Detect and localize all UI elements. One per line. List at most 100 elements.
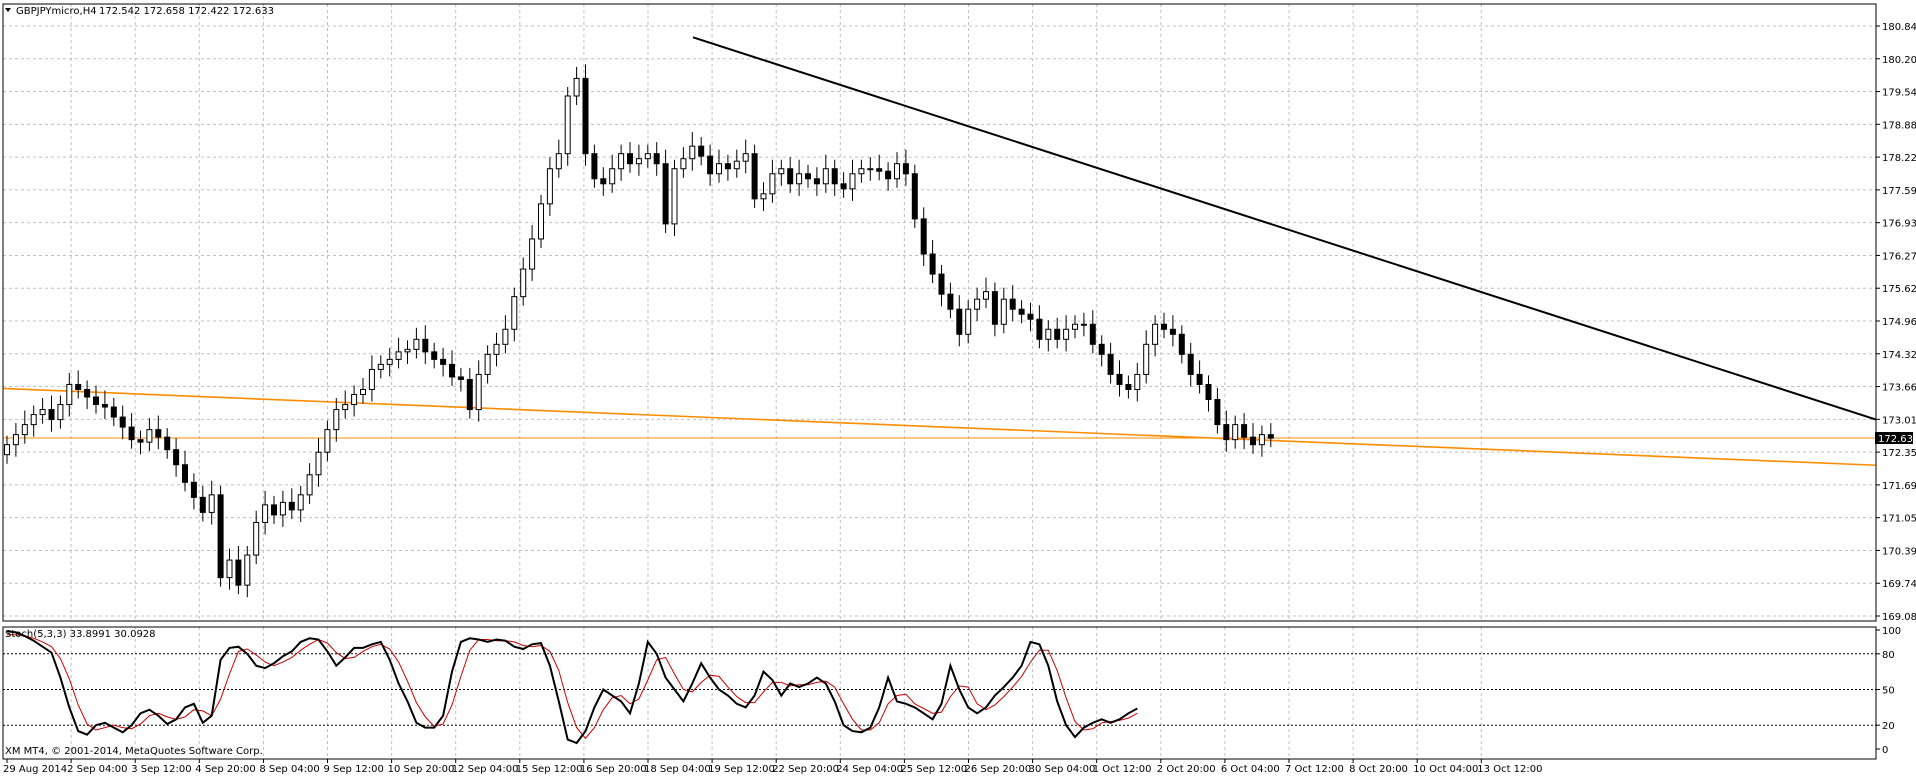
- candle-body-bear: [662, 163, 669, 225]
- candle: [1152, 315, 1159, 357]
- candle: [48, 395, 55, 432]
- candle: [529, 224, 536, 282]
- candle-body-bull: [742, 153, 749, 162]
- candle-body-bull: [778, 168, 785, 175]
- candle-body-bear: [466, 378, 473, 411]
- candle-body-bull: [609, 168, 616, 185]
- candle-body-bear: [653, 153, 660, 165]
- price-tick-label: 170.390: [1882, 546, 1916, 557]
- candle-body-bear: [600, 178, 607, 185]
- candle-body-bull: [493, 343, 500, 355]
- candle-body-bull: [618, 153, 625, 170]
- candle-body-bull: [146, 429, 153, 443]
- time-tick-label: 12 Sep 04:00: [452, 764, 519, 775]
- candle-body-bull: [671, 168, 678, 225]
- candle-body-bull: [546, 168, 553, 205]
- candle-body-bear: [840, 183, 847, 190]
- time-tick-label: 2 Sep 04:00: [67, 764, 127, 775]
- candle: [75, 370, 82, 399]
- chart-menu-arrow-icon[interactable]: [5, 8, 11, 12]
- candle-body-bull: [208, 494, 215, 513]
- candle: [1045, 320, 1052, 352]
- candle-body-bear: [1169, 328, 1176, 335]
- candle-body-bull: [1080, 323, 1087, 326]
- candle: [4, 435, 10, 464]
- trendlines[interactable]: [2, 36, 1877, 467]
- main-chart-frame: [2, 3, 1877, 622]
- candle-body-bull: [1045, 328, 1052, 340]
- candle: [57, 395, 64, 429]
- stoch-level-label: 50: [1882, 686, 1895, 697]
- candle-body-bear: [885, 170, 892, 180]
- candle-body-bear: [1250, 436, 1256, 446]
- candle: [911, 164, 918, 228]
- candle-body-bear: [911, 173, 918, 220]
- price-tick-label: 173.660: [1882, 383, 1916, 394]
- candle-body-bull: [1232, 424, 1239, 441]
- candle: [644, 144, 651, 168]
- candle: [546, 157, 553, 216]
- candle: [760, 182, 767, 211]
- stoch-label: Stoch(5,3,3) 33.8991 30.0928: [5, 629, 156, 640]
- stoch-level-label: 0: [1882, 745, 1888, 756]
- current-price-tag: 172.633: [1875, 432, 1916, 445]
- candle-body-bear: [75, 383, 82, 390]
- candle-body-bull: [1143, 343, 1150, 375]
- time-tick-label: 10 Oct 04:00: [1413, 764, 1478, 775]
- candle-body-bull: [386, 358, 393, 365]
- candle: [1072, 315, 1078, 339]
- candle: [1223, 410, 1230, 452]
- candle-body-bull: [689, 145, 696, 160]
- candle-body-bull: [21, 424, 28, 436]
- candle: [368, 355, 375, 402]
- price-tick-label: 173.015: [1882, 415, 1916, 426]
- price-tick-label: 169.085: [1882, 612, 1916, 623]
- candle-body-bull: [894, 163, 900, 180]
- candle-body-bear: [991, 291, 998, 325]
- candle-body-bull: [404, 348, 411, 353]
- candle-body-bull: [760, 193, 767, 200]
- candle-body-bull: [858, 168, 865, 175]
- candle: [208, 480, 215, 525]
- candle-body-bull: [244, 554, 251, 586]
- candle-body-bull: [279, 501, 286, 516]
- candle-body-bull: [1134, 373, 1141, 390]
- candle-body-bull: [342, 404, 349, 411]
- candle: [885, 162, 892, 191]
- candle: [733, 149, 740, 178]
- copyright-text: XM MT4, © 2001-2014, MetaQuotes Software…: [5, 746, 263, 757]
- time-tick-label: 19 Sep 12:00: [708, 764, 775, 775]
- candle: [1241, 413, 1248, 450]
- candle: [1027, 302, 1034, 332]
- candle: [110, 398, 117, 427]
- candle: [306, 463, 313, 504]
- candle-body-bull: [484, 353, 491, 375]
- candle-body-bear: [1241, 424, 1248, 438]
- candle: [84, 380, 91, 410]
- candle-body-bear: [920, 218, 927, 255]
- time-tick-label: 9 Sep 12:00: [324, 764, 384, 775]
- candle-body-bear: [1205, 383, 1212, 401]
- candle-body-bear: [431, 351, 438, 360]
- candle-body-bull: [965, 308, 972, 335]
- candle: [360, 377, 366, 404]
- candle: [582, 64, 589, 166]
- candle: [591, 144, 598, 188]
- candle: [1258, 425, 1265, 457]
- time-tick-label: 1 Oct 12:00: [1093, 764, 1152, 775]
- candle-body-bull: [377, 363, 384, 370]
- candle-body-bear: [627, 153, 633, 165]
- current-price-badge: [1875, 432, 1913, 444]
- candle-body-bear: [155, 429, 162, 438]
- candle-body-bear: [199, 496, 206, 513]
- candle: [1178, 325, 1185, 364]
- candle: [822, 154, 829, 193]
- candle-body-bull: [1072, 323, 1078, 330]
- candle: [288, 488, 295, 519]
- candle-body-bear: [164, 436, 171, 451]
- time-tick-label: 18 Sep 04:00: [644, 764, 711, 775]
- candle-body-bull: [226, 559, 233, 579]
- candle-body-bear: [591, 153, 598, 180]
- candle: [404, 340, 411, 364]
